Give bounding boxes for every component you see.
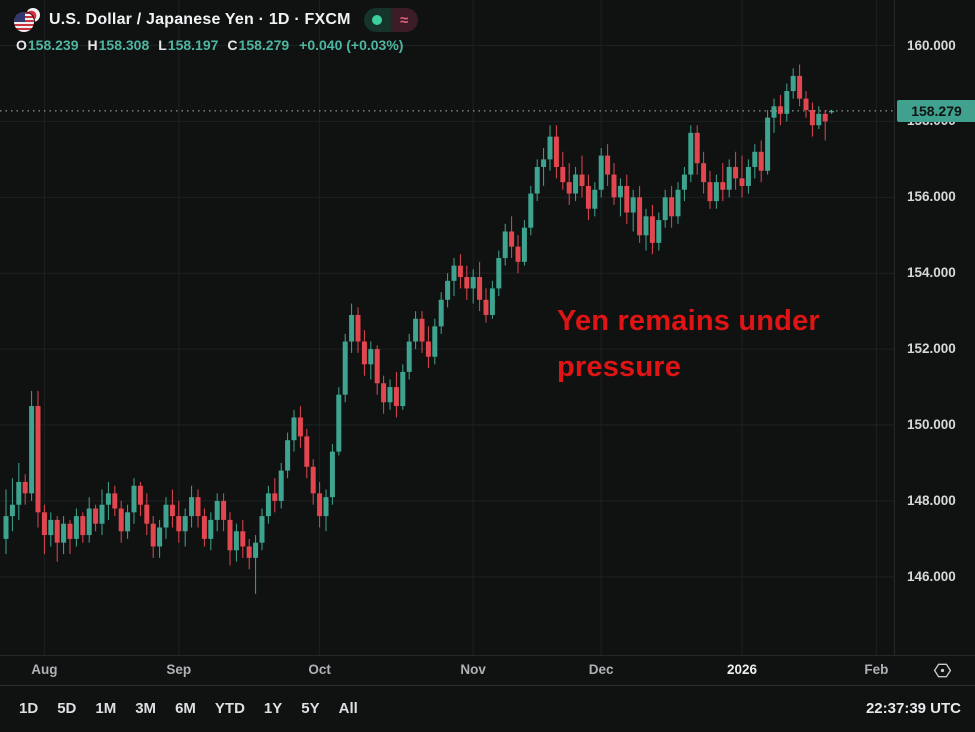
chart-canvas[interactable]: U.S. Dollar / Japanese Yen · 1D · FXCM ≈… — [0, 0, 894, 655]
range-toolbar: 1D 5D 1M 3M 6M YTD 1Y 5Y All 22:37:39 UTC — [0, 685, 975, 732]
time-axis-label: Aug — [31, 662, 58, 677]
grid-lines — [0, 0, 894, 655]
price-axis-label: 156.000 — [907, 189, 956, 205]
high-value: 158.308 — [98, 37, 150, 53]
time-axis-label: Sep — [166, 662, 192, 677]
clock-utc[interactable]: 22:37:39 UTC — [865, 700, 961, 717]
price-axis-label: 150.000 — [907, 417, 956, 433]
low-label: L — [158, 37, 167, 53]
range-button-all[interactable]: All — [338, 700, 358, 717]
text-annotation[interactable]: Yen remains under pressure — [557, 298, 820, 390]
time-axis-label: Oct — [308, 662, 331, 677]
price-axis-label: 154.000 — [907, 265, 956, 281]
market-open-dot-icon — [372, 15, 383, 25]
open-value: 158.239 — [27, 37, 79, 53]
ohlc-readout: O 158.239 H 158.308 L 158.197 C 158.279 +0.0… — [16, 37, 403, 53]
time-axis-label: Nov — [460, 662, 486, 677]
price-axis-label: 146.000 — [907, 568, 956, 584]
us-flag-icon — [14, 12, 34, 32]
high-label: H — [87, 37, 98, 53]
candlestick-chart[interactable] — [0, 0, 894, 655]
range-button-1m[interactable]: 1M — [95, 700, 117, 717]
symbol-title[interactable]: U.S. Dollar / Japanese Yen · 1D · FXCM — [49, 11, 351, 28]
range-button-1y[interactable]: 1Y — [263, 700, 283, 717]
time-axis-label: Dec — [588, 662, 614, 677]
low-value: 158.197 — [167, 37, 219, 53]
market-open-indicator — [363, 8, 391, 32]
price-axis[interactable]: 160.000158.000156.000154.000152.000150.0… — [894, 0, 975, 655]
time-axis[interactable]: Aug Sep Oct Nov Dec 2026 Feb — [0, 655, 975, 686]
range-button-5y[interactable]: 5Y — [301, 700, 320, 717]
price-axis-label: 160.000 — [907, 37, 956, 53]
axis-settings-icon[interactable] — [933, 661, 952, 680]
annotation-line1: Yen remains under — [557, 305, 820, 337]
delayed-data-icon: ≈ — [390, 8, 418, 32]
chart-header: U.S. Dollar / Japanese Yen · 1D · FXCM ≈ — [14, 8, 418, 32]
last-price-badge: 158.279 — [897, 99, 975, 122]
range-button-6m[interactable]: 6M — [175, 700, 196, 717]
market-status-pill[interactable]: ≈ — [363, 8, 418, 32]
range-button-3m[interactable]: 3M — [135, 700, 157, 717]
time-axis-label: 2026 — [726, 662, 758, 677]
usdjpy-flag-icon — [14, 8, 40, 32]
range-button-ytd[interactable]: YTD — [214, 700, 245, 717]
price-axis-label: 148.000 — [907, 492, 956, 508]
open-label: O — [16, 37, 27, 53]
range-button-5d[interactable]: 5D — [57, 700, 77, 717]
time-axis-label: Feb — [864, 662, 889, 677]
close-label: C — [227, 37, 238, 53]
price-axis-label: 152.000 — [907, 341, 956, 357]
change-value: +0.040 (+0.03%) — [299, 37, 404, 53]
candles — [3, 64, 835, 594]
annotation-line2: pressure — [557, 351, 682, 383]
range-button-1d[interactable]: 1D — [19, 700, 39, 717]
close-value: 158.279 — [238, 37, 290, 53]
